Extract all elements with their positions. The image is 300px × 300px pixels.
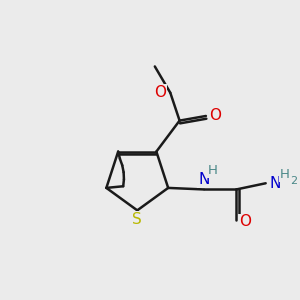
- Text: O: O: [209, 109, 221, 124]
- Text: H: H: [280, 168, 290, 181]
- Text: O: O: [239, 214, 251, 230]
- Text: O: O: [154, 85, 166, 100]
- Text: H: H: [208, 164, 218, 177]
- Text: S: S: [132, 212, 142, 226]
- Text: N: N: [269, 176, 281, 191]
- Text: 2: 2: [291, 176, 298, 186]
- Text: N: N: [198, 172, 209, 187]
